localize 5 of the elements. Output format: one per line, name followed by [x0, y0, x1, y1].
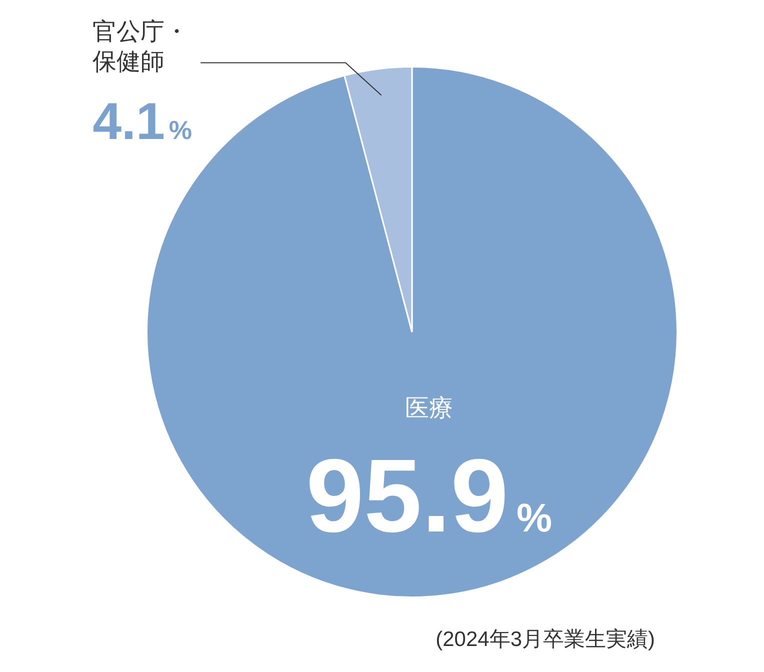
slice-label: 医療 — [405, 395, 454, 422]
text: (2024年3月卒業生実績) — [436, 628, 655, 651]
data-label: 95.9% — [306, 438, 552, 555]
slice-label: 官公庁・保健師 — [92, 18, 189, 76]
data-label: 4.1% — [92, 92, 192, 151]
